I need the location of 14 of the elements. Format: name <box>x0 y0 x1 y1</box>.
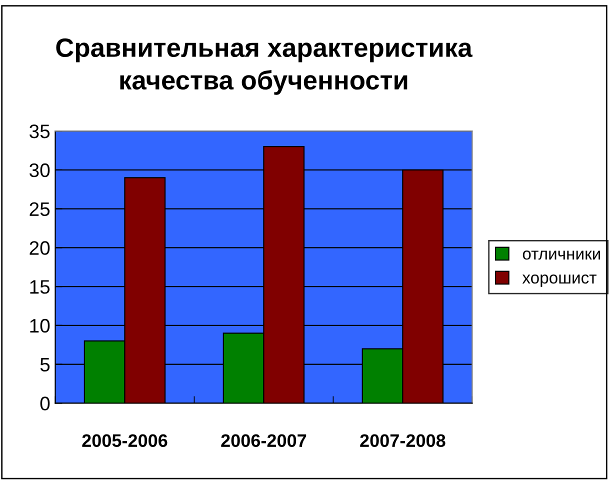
chart-title: Сравнительная характеристика качества обученности <box>56 38 472 95</box>
y-tick-label: 25 <box>30 202 50 216</box>
y-tick-label: 20 <box>30 241 50 255</box>
y-tick-label: 0 <box>40 396 50 410</box>
y-tick-label: 30 <box>30 163 50 178</box>
x-tick-label: 2007-2008 <box>360 434 446 448</box>
y-tick-label: 5 <box>40 358 50 372</box>
legend-label: отличники <box>522 250 600 260</box>
legend-label: хорошист <box>522 274 596 287</box>
y-tick-label: 15 <box>30 280 50 294</box>
x-tick-label: 2005-2006 <box>82 434 168 448</box>
y-tick-label: 35 <box>30 124 50 138</box>
x-tick-label: 2006-2007 <box>221 434 306 448</box>
y-tick-label: 10 <box>30 318 50 333</box>
